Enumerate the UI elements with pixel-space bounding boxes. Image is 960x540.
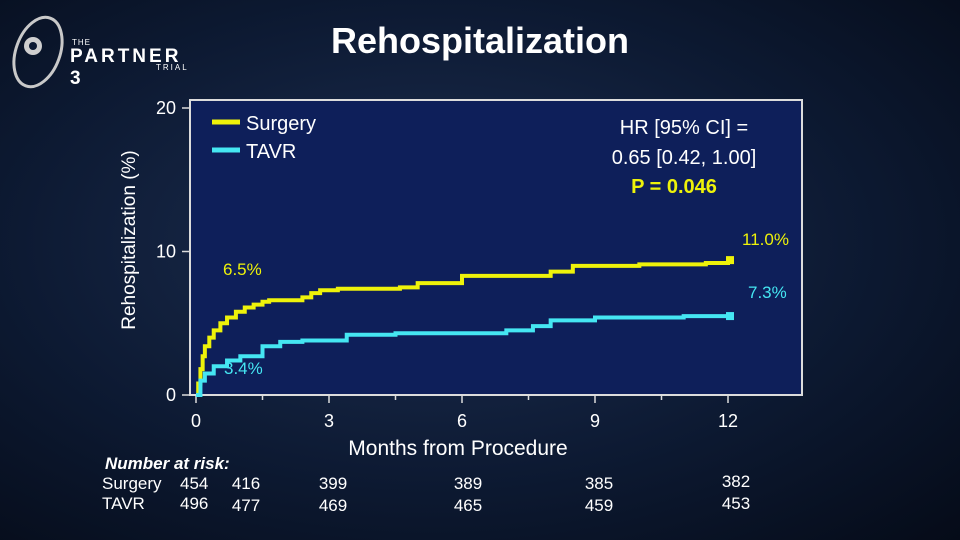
risk-cell: 389 bbox=[453, 474, 483, 493]
risk-cell: 382 bbox=[721, 472, 751, 491]
axes: 0 3 6 9 12 0 10 20 bbox=[156, 98, 738, 431]
p-value-text: P = 0.046 bbox=[631, 176, 717, 198]
risk-cell: 416 bbox=[231, 474, 261, 493]
risk-cell: 385 bbox=[584, 474, 614, 493]
logo-trial-text: TRIAL bbox=[156, 63, 189, 72]
x-tick-label: 9 bbox=[590, 411, 600, 431]
hr-text-line1: HR [95% CI] = bbox=[620, 117, 748, 139]
x-tick-label: 12 bbox=[718, 411, 738, 431]
risk-cell: 496 bbox=[180, 494, 209, 513]
series-line-tavr bbox=[196, 314, 728, 397]
page-title: Rehospitalization bbox=[330, 20, 630, 61]
partner-logo: THE PARTNER 3 TRIAL bbox=[8, 8, 198, 98]
x-tick-label: 0 bbox=[191, 411, 201, 431]
series-line-surgery bbox=[196, 260, 730, 397]
risk-cell: 459 bbox=[584, 496, 614, 515]
series-group bbox=[196, 256, 734, 397]
surgery-end-label: 11.0% bbox=[742, 230, 789, 249]
x-tick-label: 6 bbox=[457, 411, 467, 431]
x-axis-label: Months from Procedure bbox=[348, 437, 567, 460]
hr-text-line2: 0.65 [0.42, 1.00] bbox=[612, 147, 757, 169]
risk-cell: 453 bbox=[721, 494, 751, 513]
y-tick-label: 0 bbox=[166, 385, 176, 405]
logo-the-text: THE bbox=[72, 38, 91, 47]
tavr-end-label: 7.3% bbox=[748, 283, 787, 302]
risk-cell: 454 bbox=[180, 474, 209, 493]
surgery-30d-label: 6.5% bbox=[223, 260, 262, 279]
risk-row-tavr-label: TAVR bbox=[102, 494, 145, 513]
legend-label-tavr: TAVR bbox=[246, 141, 296, 163]
logo-name-text: PARTNER 3 bbox=[70, 46, 182, 89]
y-tick-label: 10 bbox=[156, 242, 176, 262]
risk-cell: 399 bbox=[318, 474, 348, 493]
series-end-marker bbox=[726, 312, 734, 321]
plot-area bbox=[189, 99, 803, 396]
risk-cell: 469 bbox=[318, 496, 348, 515]
series-end-marker bbox=[726, 256, 734, 265]
x-tick-label: 3 bbox=[324, 411, 334, 431]
tavr-30d-label: 3.4% bbox=[224, 359, 263, 378]
legend-label-surgery: Surgery bbox=[246, 113, 316, 135]
risk-table-header: Number at risk: bbox=[105, 454, 230, 473]
y-tick-label: 20 bbox=[156, 98, 176, 118]
risk-cell: 477 bbox=[231, 496, 261, 515]
partner-trial-logo-icon bbox=[12, 15, 64, 89]
risk-cell: 465 bbox=[453, 496, 483, 515]
legend: Surgery TAVR bbox=[212, 113, 316, 163]
risk-row-surgery-label: Surgery bbox=[102, 474, 162, 493]
